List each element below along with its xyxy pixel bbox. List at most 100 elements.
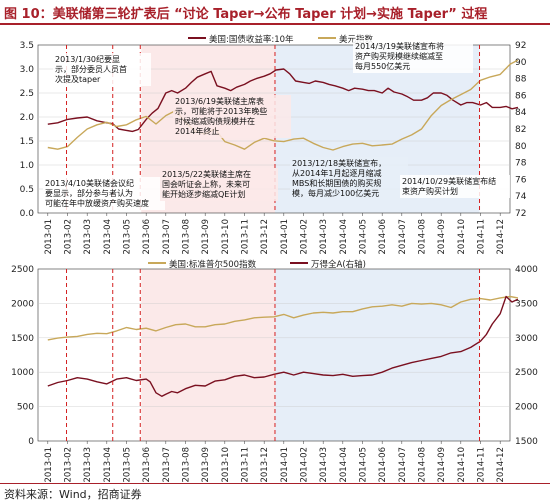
- top-xtick-label: 2013-09: [201, 219, 211, 255]
- bot-xtick-label: 2013-12: [260, 447, 270, 483]
- bot-xtick-label: 2013-09: [201, 447, 211, 483]
- bot-ytick-right: 4000: [515, 265, 538, 275]
- top-ytick-right: 90: [515, 58, 527, 68]
- bottom-x-axis-ticks: 2013-01 2013-02 2013-03 2013-04 2013-05 2013-…: [44, 441, 506, 483]
- annotation-2-line-1: 国会听证会上称，未来可: [162, 179, 250, 189]
- bot-xtick-label: 2014-05: [359, 447, 369, 483]
- annotation-bg-5: [353, 40, 473, 73]
- bottom-right-axis-ticks: 1500 2000 2500 3000 3500 4000: [515, 265, 538, 447]
- bot-ytick-left: 0: [28, 437, 34, 447]
- annotation-2-line-0: 2013/5/22美联储主席在: [162, 169, 251, 179]
- annotation-4-line-3: 模，每月减少100亿美元: [292, 188, 379, 198]
- top-xtick-label: 2014-03: [319, 219, 329, 255]
- bottom-chart: 0 500 1000 1500 2000 2500 1500 2000 2500 3000 350…: [11, 259, 538, 483]
- annotation-6-line-0: 2014/10/29美联储宣布结: [402, 176, 496, 186]
- bot-xtick-label: 2014-04: [339, 447, 349, 483]
- top-ytick-right: 80: [515, 142, 527, 152]
- top-xtick-label: 2014-10: [457, 219, 467, 255]
- annotation-4-line-2: MBS和长期国债的购买规: [292, 178, 381, 188]
- legend-label-sp500: 美国:标准普尔500指数: [169, 259, 257, 270]
- bot-xtick-label: 2014-08: [418, 447, 428, 483]
- bot-xtick-label: 2013-01: [44, 447, 54, 483]
- bot-xtick-label: 2013-02: [64, 447, 74, 483]
- bot-xtick-label: 2014-03: [319, 447, 329, 483]
- bot-xtick-label: 2014-02: [300, 447, 310, 483]
- annotation-1-line-0: 2013/4/10美联储会议纪: [45, 178, 134, 188]
- bot-xtick-label: 2014-09: [437, 447, 447, 483]
- bot-ytick-right: 3000: [515, 334, 538, 344]
- top-series-line-0: [47, 68, 519, 133]
- bot-xtick-label: 2014-10: [457, 447, 467, 483]
- annotation-6-line-1: 束资产购买计划: [402, 186, 458, 196]
- bot-ytick-left: 500: [17, 403, 34, 413]
- top-xtick-label: 2013-03: [83, 219, 93, 255]
- top-x-axis-ticks: 2013-01 2013-02 2013-03 2013-04 2013-05 2013-…: [44, 213, 506, 255]
- bot-xtick-label: 2013-11: [241, 447, 251, 483]
- bottom-event-lines: [66, 269, 481, 441]
- bot-ytick-left: 1000: [11, 368, 34, 378]
- top-ytick-left: 2.0: [20, 113, 35, 123]
- title-rule: [0, 23, 550, 25]
- top-xtick-label: 2013-11: [241, 219, 251, 255]
- annotation-4-line-0: 2013/12/18美联储宣布，: [292, 158, 386, 168]
- bot-xtick-label: 2013-03: [83, 447, 93, 483]
- source-note: 资料来源：Wind，招商证券: [4, 488, 142, 501]
- source-rule: [0, 483, 550, 484]
- annotation-3-line-3: 2014年终止: [175, 126, 219, 136]
- top-xtick-label: 2013-08: [182, 219, 192, 255]
- top-ytick-left: 3.0: [20, 65, 35, 75]
- top-xtick-label: 2013-02: [64, 219, 74, 255]
- top-ytick-right: 84: [515, 108, 527, 118]
- bot-xtick-label: 2013-10: [221, 447, 231, 483]
- figure-title: 图 10：美联储第三轮扩表后 “讨论 Taper→公布 Taper 计划→实施 …: [4, 7, 488, 22]
- top-series-line-1: [47, 59, 519, 151]
- bot-series-line-0: [47, 295, 519, 341]
- bot-xtick-label: 2013-06: [142, 447, 152, 483]
- annotation-bg-0: [53, 53, 151, 86]
- bot-xtick-label: 2014-06: [378, 447, 388, 483]
- top-chart: 0.0 0.5 1.0 1.5 2.0 2.5 3.0 3.5 72 74 76 78 80 82 84 8…: [20, 34, 527, 255]
- bot-ytick-right: 1500: [515, 437, 538, 447]
- top-xtick-label: 2013-12: [260, 219, 270, 255]
- top-ytick-left: 1.5: [20, 137, 34, 147]
- annotation-bg-4: [290, 157, 408, 200]
- top-xtick-label: 2014-04: [339, 219, 349, 255]
- top-xtick-label: 2014-05: [359, 219, 369, 255]
- bot-ytick-left: 1500: [11, 334, 34, 344]
- top-xtick-label: 2014-11: [477, 219, 487, 255]
- top-ytick-left: 1.0: [20, 161, 35, 171]
- top-xtick-label: 2013-06: [142, 219, 152, 255]
- top-ytick-right: 88: [515, 75, 527, 85]
- top-ytick-right: 86: [515, 91, 527, 101]
- annotation-bg-2: [160, 168, 278, 201]
- top-xtick-label: 2013-01: [44, 219, 54, 255]
- bot-xtick-label: 2013-04: [103, 447, 113, 483]
- top-ytick-left: 2.5: [20, 89, 34, 99]
- top-xtick-label: 2014-07: [398, 219, 408, 255]
- bot-xtick-label: 2013-08: [182, 447, 192, 483]
- annotation-2-line-2: 能开始逐步缩减QE计划: [162, 189, 245, 199]
- top-ytick-left: 0.0: [20, 209, 35, 219]
- top-xtick-label: 2014-12: [496, 219, 506, 255]
- top-xtick-label: 2013-10: [221, 219, 231, 255]
- bot-xtick-label: 2014-07: [398, 447, 408, 483]
- top-ytick-left: 0.5: [20, 185, 34, 195]
- top-xtick-label: 2014-09: [437, 219, 447, 255]
- annotation-0-line-1: 示，部分委员人员首: [55, 64, 127, 74]
- top-xtick-label: 2014-02: [300, 219, 310, 255]
- top-plot-frame: [37, 44, 511, 214]
- legend-label-dxy: 美元指数: [339, 34, 374, 45]
- bot-series-line-1: [47, 295, 519, 397]
- annotation-0-line-0: 2013/1/30纪要显: [55, 54, 120, 64]
- bot-ytick-left: 2000: [11, 299, 34, 309]
- bottom-plot-frame: [37, 268, 511, 442]
- top-ytick-right: 72: [515, 209, 526, 219]
- top-right-axis-ticks: 72 74 76 78 80 82 84 86 88 90 92: [515, 41, 527, 219]
- chart-figure: 0.0 0.5 1.0 1.5 2.0 2.5 3.0 3.5 72 74 76 78 80 82 84 8…: [11, 34, 538, 483]
- annotation-1-line-1: 要显示，部分参与者认为: [45, 188, 133, 198]
- bot-shade-1: [274, 269, 480, 441]
- top-xtick-label: 2014-01: [280, 219, 290, 255]
- top-ytick-right: 78: [515, 159, 527, 169]
- annotation-5-line-1: 资产购买规模继续缩减至: [355, 51, 443, 61]
